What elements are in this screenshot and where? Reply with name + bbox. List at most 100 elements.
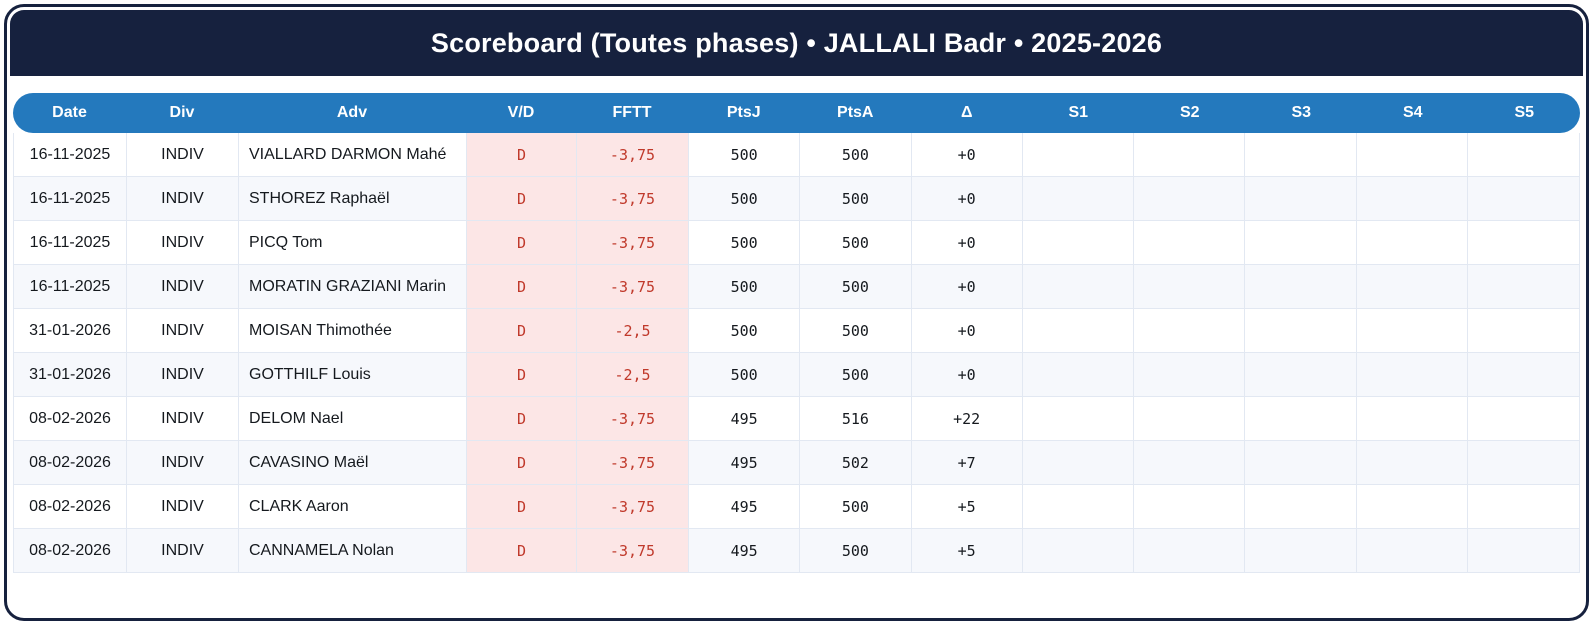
column-header-delta: Δ — [961, 104, 973, 121]
cell-s4 — [1357, 221, 1468, 264]
cell-s4 — [1356, 177, 1468, 220]
cell-s5 — [1468, 397, 1579, 440]
cell-vd: D — [467, 177, 577, 220]
cell-ptsa: 500 — [800, 221, 912, 264]
cell-s3 — [1245, 309, 1357, 352]
cell-date: 08-02-2026 — [14, 441, 127, 484]
table-row: 16-11-2025 INDIV STHOREZ Raphaël D -3,75 500 5… — [14, 177, 1579, 221]
cell-vd: D — [467, 441, 577, 484]
cell-fftt: -3,75 — [577, 485, 689, 528]
cell-div: INDIV — [127, 353, 239, 396]
cell-s1 — [1022, 177, 1134, 220]
cell-s5 — [1467, 353, 1579, 396]
cell-s2 — [1134, 221, 1246, 264]
cell-s1 — [1023, 397, 1134, 440]
cell-s2 — [1134, 353, 1246, 396]
cell-s1 — [1023, 133, 1134, 176]
cell-ptsa: 500 — [800, 309, 912, 352]
table-row: 08-02-2026 INDIV CAVASINO Maël D -3,75 495 502… — [14, 441, 1579, 485]
cell-s2 — [1134, 265, 1246, 308]
cell-div: INDIV — [127, 309, 239, 352]
cell-adv: MOISAN Thimothée — [239, 309, 467, 352]
cell-vd: D — [467, 133, 577, 176]
cell-date: 08-02-2026 — [14, 529, 127, 572]
cell-fftt: -2,5 — [577, 353, 689, 396]
cell-s4 — [1357, 397, 1468, 440]
cell-s1 — [1023, 309, 1134, 352]
cell-date: 08-02-2026 — [14, 397, 127, 440]
cell-div: INDIV — [127, 485, 239, 528]
column-header-ptsj: PtsJ — [726, 104, 761, 121]
table-row: 08-02-2026 INDIV CLARK Aaron D -3,75 495 500 +5 — [14, 485, 1579, 529]
cell-s5 — [1468, 221, 1579, 264]
cell-ptsa: 500 — [800, 353, 912, 396]
cell-s1 — [1023, 221, 1134, 264]
cell-adv: VIALLARD DARMON Mahé — [239, 133, 467, 176]
cell-s3 — [1245, 221, 1357, 264]
cell-adv: GOTTHILF Louis — [239, 353, 467, 396]
table-header-row: Date Div Adv V/D FFTT PtsJ PtsA Δ S1 S2 S3 S4 S5 — [13, 93, 1580, 133]
cell-s1 — [1023, 485, 1134, 528]
cell-adv: CAVASINO Maël — [239, 441, 467, 484]
cell-s5 — [1467, 177, 1579, 220]
cell-delta: +22 — [912, 397, 1023, 440]
cell-date: 08-02-2026 — [14, 485, 127, 528]
cell-adv: PICQ Tom — [239, 221, 467, 264]
cell-s3 — [1245, 177, 1357, 220]
cell-date: 31-01-2026 — [14, 309, 127, 352]
cell-s4 — [1356, 265, 1468, 308]
cell-ptsj: 495 — [689, 529, 801, 572]
cell-adv: CLARK Aaron — [239, 485, 467, 528]
cell-div: INDIV — [127, 397, 239, 440]
cell-s2 — [1134, 309, 1246, 352]
cell-delta: +5 — [912, 485, 1023, 528]
cell-div: INDIV — [127, 221, 239, 264]
cell-s3 — [1245, 133, 1357, 176]
cell-ptsj: 500 — [689, 309, 801, 352]
cell-div: INDIV — [127, 529, 239, 572]
cell-ptsa: 500 — [800, 177, 912, 220]
cell-delta: +0 — [912, 221, 1023, 264]
title-bar: Scoreboard (Toutes phases) • JALLALI Bad… — [10, 10, 1583, 76]
cell-s2 — [1134, 133, 1246, 176]
table-row: 16-11-2025 INDIV MORATIN GRAZIANI Marin D -3… — [14, 265, 1579, 309]
cell-div: INDIV — [127, 133, 239, 176]
cell-fftt: -3,75 — [577, 177, 689, 220]
cell-s2 — [1134, 441, 1246, 484]
cell-delta: +0 — [911, 177, 1023, 220]
table-container: Date Div Adv V/D FFTT PtsJ PtsA Δ S1 S2 S3 S4 S5 16-… — [10, 76, 1583, 573]
page-title: Scoreboard (Toutes phases) • JALLALI Bad… — [430, 27, 1163, 58]
cell-s3 — [1245, 397, 1357, 440]
cell-vd: D — [467, 353, 577, 396]
cell-s5 — [1467, 529, 1579, 572]
table-row: 08-02-2026 INDIV CANNAMELA Nolan D -3,75 495 5… — [14, 529, 1579, 572]
table-row: 16-11-2025 INDIV PICQ Tom D -3,75 500 500 +0 — [14, 221, 1579, 265]
cell-ptsj: 500 — [689, 177, 801, 220]
cell-vd: D — [467, 397, 577, 440]
table-row: 08-02-2026 INDIV DELOM Nael D -3,75 495 516 +22 — [14, 397, 1579, 441]
cell-s4 — [1356, 353, 1468, 396]
cell-ptsj: 500 — [689, 221, 801, 264]
cell-ptsj: 495 — [689, 397, 801, 440]
column-header-vd: V/D — [507, 104, 535, 121]
cell-s4 — [1356, 441, 1468, 484]
cell-s2 — [1134, 529, 1246, 572]
column-header-s5: S5 — [1514, 104, 1535, 121]
cell-vd: D — [467, 485, 577, 528]
cell-s4 — [1357, 485, 1468, 528]
cell-date: 16-11-2025 — [14, 133, 127, 176]
cell-s5 — [1467, 441, 1579, 484]
scoreboard-card: Scoreboard (Toutes phases) • JALLALI Bad… — [4, 4, 1589, 621]
column-header-adv: Adv — [336, 104, 368, 121]
cell-s1 — [1022, 441, 1134, 484]
column-header-s3: S3 — [1291, 104, 1312, 121]
cell-s5 — [1467, 265, 1579, 308]
cell-s3 — [1245, 485, 1357, 528]
cell-fftt: -2,5 — [577, 309, 689, 352]
cell-s4 — [1357, 133, 1468, 176]
cell-adv: CANNAMELA Nolan — [239, 529, 467, 572]
cell-div: INDIV — [127, 177, 239, 220]
cell-div: INDIV — [127, 441, 239, 484]
cell-delta: +0 — [911, 353, 1023, 396]
cell-div: INDIV — [127, 265, 239, 308]
